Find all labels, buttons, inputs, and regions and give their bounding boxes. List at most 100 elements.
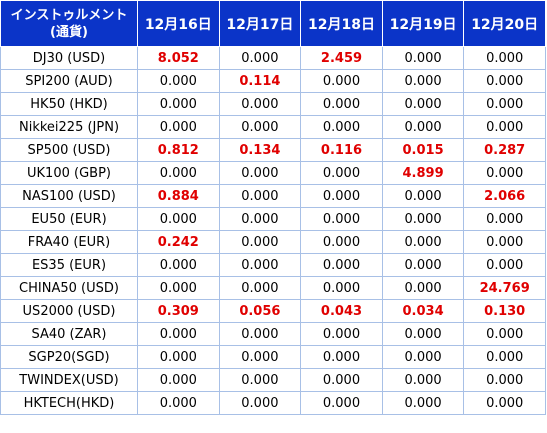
value-cell: 0.000 bbox=[463, 115, 546, 139]
value-cell: 0.056 bbox=[218, 299, 302, 323]
instrument-cell: SP500 (USD) bbox=[0, 138, 138, 162]
table-row: UK100 (GBP) 0.000 0.000 0.000 4.899 0.000 bbox=[0, 161, 546, 185]
value-cell: 0.287 bbox=[463, 138, 546, 162]
value-cell: 0.116 bbox=[300, 138, 383, 162]
value-cell: 0.000 bbox=[218, 322, 302, 346]
table-row: DJ30 (USD) 8.052 0.000 2.459 0.000 0.000 bbox=[0, 46, 546, 70]
instrument-cell: US2000 (USD) bbox=[0, 299, 138, 323]
instrument-cell: HK50 (HKD) bbox=[0, 92, 138, 116]
value-cell: 0.000 bbox=[300, 207, 383, 231]
table-row: TWINDEX(USD) 0.000 0.000 0.000 0.000 0.000 bbox=[0, 368, 546, 392]
value-cell: 0.000 bbox=[463, 368, 546, 392]
date-column-header: 12月19日 bbox=[381, 0, 465, 47]
value-cell: 0.130 bbox=[463, 299, 546, 323]
value-cell: 0.812 bbox=[137, 138, 220, 162]
table-row: Nikkei225 (JPN) 0.000 0.000 0.000 0.000 0.000 bbox=[0, 115, 546, 139]
value-cell: 0.000 bbox=[137, 345, 220, 369]
value-cell: 0.309 bbox=[137, 299, 220, 323]
value-cell: 0.000 bbox=[218, 115, 302, 139]
value-cell: 0.000 bbox=[381, 391, 465, 415]
table-row: NAS100 (USD) 0.884 0.000 0.000 0.000 2.066 bbox=[0, 184, 546, 208]
value-cell: 0.000 bbox=[463, 92, 546, 116]
table-row: FRA40 (EUR) 0.242 0.000 0.000 0.000 0.000 bbox=[0, 230, 546, 254]
value-cell: 0.000 bbox=[218, 161, 302, 185]
table-row: HKTECH(HKD) 0.000 0.000 0.000 0.000 0.000 bbox=[0, 391, 546, 415]
table-row: ES35 (EUR) 0.000 0.000 0.000 0.000 0.000 bbox=[0, 253, 546, 277]
value-cell: 0.000 bbox=[381, 253, 465, 277]
instrument-cell: DJ30 (USD) bbox=[0, 46, 138, 70]
value-cell: 0.000 bbox=[463, 253, 546, 277]
value-cell: 0.000 bbox=[137, 207, 220, 231]
value-cell: 0.000 bbox=[137, 391, 220, 415]
value-cell: 0.000 bbox=[463, 46, 546, 70]
value-cell: 0.000 bbox=[218, 345, 302, 369]
value-cell: 0.000 bbox=[300, 69, 383, 93]
value-cell: 0.000 bbox=[463, 207, 546, 231]
value-cell: 0.000 bbox=[300, 276, 383, 300]
value-cell: 2.459 bbox=[300, 46, 383, 70]
value-cell: 0.000 bbox=[463, 69, 546, 93]
value-cell: 0.884 bbox=[137, 184, 220, 208]
date-column-header: 12月18日 bbox=[300, 0, 383, 47]
value-cell: 0.000 bbox=[300, 391, 383, 415]
dividend-table: インストゥルメント (通貨) 12月16日 12月17日 12月18日 12月1… bbox=[0, 0, 546, 415]
value-cell: 8.052 bbox=[137, 46, 220, 70]
instrument-cell: HKTECH(HKD) bbox=[0, 391, 138, 415]
date-column-header: 12月16日 bbox=[137, 0, 220, 47]
value-cell: 0.000 bbox=[381, 46, 465, 70]
value-cell: 0.000 bbox=[218, 184, 302, 208]
value-cell: 0.000 bbox=[381, 115, 465, 139]
instrument-cell: TWINDEX(USD) bbox=[0, 368, 138, 392]
value-cell: 0.000 bbox=[463, 230, 546, 254]
date-column-header: 12月20日 bbox=[463, 0, 546, 47]
value-cell: 0.000 bbox=[381, 322, 465, 346]
table-row: CHINA50 (USD) 0.000 0.000 0.000 0.000 24.769 bbox=[0, 276, 546, 300]
value-cell: 0.043 bbox=[300, 299, 383, 323]
date-column-header: 12月17日 bbox=[218, 0, 302, 47]
instrument-cell: Nikkei225 (JPN) bbox=[0, 115, 138, 139]
instrument-column-header: インストゥルメント (通貨) bbox=[0, 0, 138, 47]
value-cell: 0.000 bbox=[137, 69, 220, 93]
table-row: SGP20(SGD) 0.000 0.000 0.000 0.000 0.000 bbox=[0, 345, 546, 369]
value-cell: 0.000 bbox=[463, 391, 546, 415]
value-cell: 0.000 bbox=[218, 92, 302, 116]
table-body: DJ30 (USD) 8.052 0.000 2.459 0.000 0.000 SPI20… bbox=[0, 46, 546, 415]
value-cell: 0.000 bbox=[463, 161, 546, 185]
value-cell: 0.000 bbox=[300, 92, 383, 116]
value-cell: 0.000 bbox=[381, 184, 465, 208]
table-header: インストゥルメント (通貨) 12月16日 12月17日 12月18日 12月1… bbox=[0, 0, 546, 47]
value-cell: 0.000 bbox=[300, 184, 383, 208]
value-cell: 0.000 bbox=[218, 46, 302, 70]
value-cell: 0.000 bbox=[463, 322, 546, 346]
value-cell: 0.000 bbox=[381, 92, 465, 116]
value-cell: 0.000 bbox=[137, 368, 220, 392]
instrument-cell: FRA40 (EUR) bbox=[0, 230, 138, 254]
table-row: US2000 (USD) 0.309 0.056 0.043 0.034 0.130 bbox=[0, 299, 546, 323]
value-cell: 0.015 bbox=[381, 138, 465, 162]
value-cell: 0.000 bbox=[218, 253, 302, 277]
value-cell: 0.000 bbox=[381, 368, 465, 392]
instrument-cell: ES35 (EUR) bbox=[0, 253, 138, 277]
value-cell: 0.000 bbox=[218, 391, 302, 415]
value-cell: 0.000 bbox=[218, 230, 302, 254]
value-cell: 24.769 bbox=[463, 276, 546, 300]
instrument-cell: NAS100 (USD) bbox=[0, 184, 138, 208]
value-cell: 0.000 bbox=[137, 276, 220, 300]
instrument-header-line1: インストゥルメント bbox=[10, 7, 128, 23]
value-cell: 0.000 bbox=[218, 368, 302, 392]
instrument-cell: CHINA50 (USD) bbox=[0, 276, 138, 300]
table-row: SA40 (ZAR) 0.000 0.000 0.000 0.000 0.000 bbox=[0, 322, 546, 346]
instrument-cell: SGP20(SGD) bbox=[0, 345, 138, 369]
value-cell: 0.000 bbox=[300, 368, 383, 392]
value-cell: 0.000 bbox=[300, 115, 383, 139]
value-cell: 0.000 bbox=[300, 230, 383, 254]
table-row: SP500 (USD) 0.812 0.134 0.116 0.015 0.287 bbox=[0, 138, 546, 162]
instrument-cell: SA40 (ZAR) bbox=[0, 322, 138, 346]
instrument-cell: EU50 (EUR) bbox=[0, 207, 138, 231]
value-cell: 0.000 bbox=[381, 276, 465, 300]
value-cell: 0.114 bbox=[218, 69, 302, 93]
value-cell: 0.000 bbox=[218, 276, 302, 300]
value-cell: 0.000 bbox=[300, 345, 383, 369]
value-cell: 0.242 bbox=[137, 230, 220, 254]
value-cell: 2.066 bbox=[463, 184, 546, 208]
